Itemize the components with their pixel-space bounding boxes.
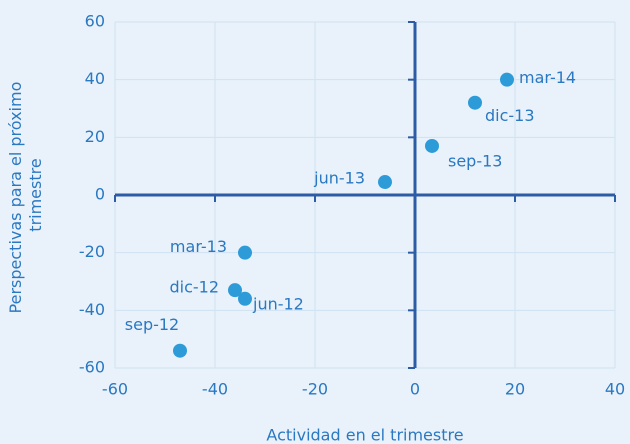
y-axis-label-line: trimestre: [26, 158, 45, 231]
point-label: dic-12: [169, 278, 219, 297]
point: [468, 95, 482, 110]
y-axis-label: Perspectivas para el próximo trimestre: [6, 77, 45, 314]
y-tick-label: -60: [79, 358, 105, 377]
point: [425, 138, 439, 153]
y-tick-label: 60: [85, 12, 105, 31]
y-tick-label: 20: [85, 127, 105, 146]
point-label: jun-13: [313, 169, 365, 188]
y-axis-label-line: Perspectivas para el próximo: [6, 82, 25, 314]
point-label: dic-13: [485, 106, 535, 125]
point-label: mar-13: [170, 237, 227, 256]
x-tick-label: -40: [202, 380, 228, 399]
point: [500, 72, 514, 87]
point-label: sep-13: [448, 151, 502, 170]
point-label: jun-12: [252, 294, 304, 313]
point: [238, 291, 252, 306]
point-label: mar-14: [519, 68, 576, 87]
y-tick-label: -40: [79, 300, 105, 319]
x-tick-label: -20: [302, 380, 328, 399]
x-tick-label: -60: [102, 380, 128, 399]
point: [238, 245, 252, 260]
point-label: sep-12: [125, 315, 179, 334]
point: [173, 343, 187, 358]
x-tick-label: 20: [505, 380, 525, 399]
x-tick-label: 0: [410, 380, 420, 399]
point: [378, 175, 392, 190]
y-tick-label: 0: [95, 185, 105, 204]
y-tick-label: -20: [79, 242, 105, 261]
x-axis-label: Actividad en el trimestre: [266, 426, 463, 444]
y-tick-label: 40: [85, 69, 105, 88]
point: [228, 283, 242, 298]
x-tick-label: 40: [605, 380, 625, 399]
